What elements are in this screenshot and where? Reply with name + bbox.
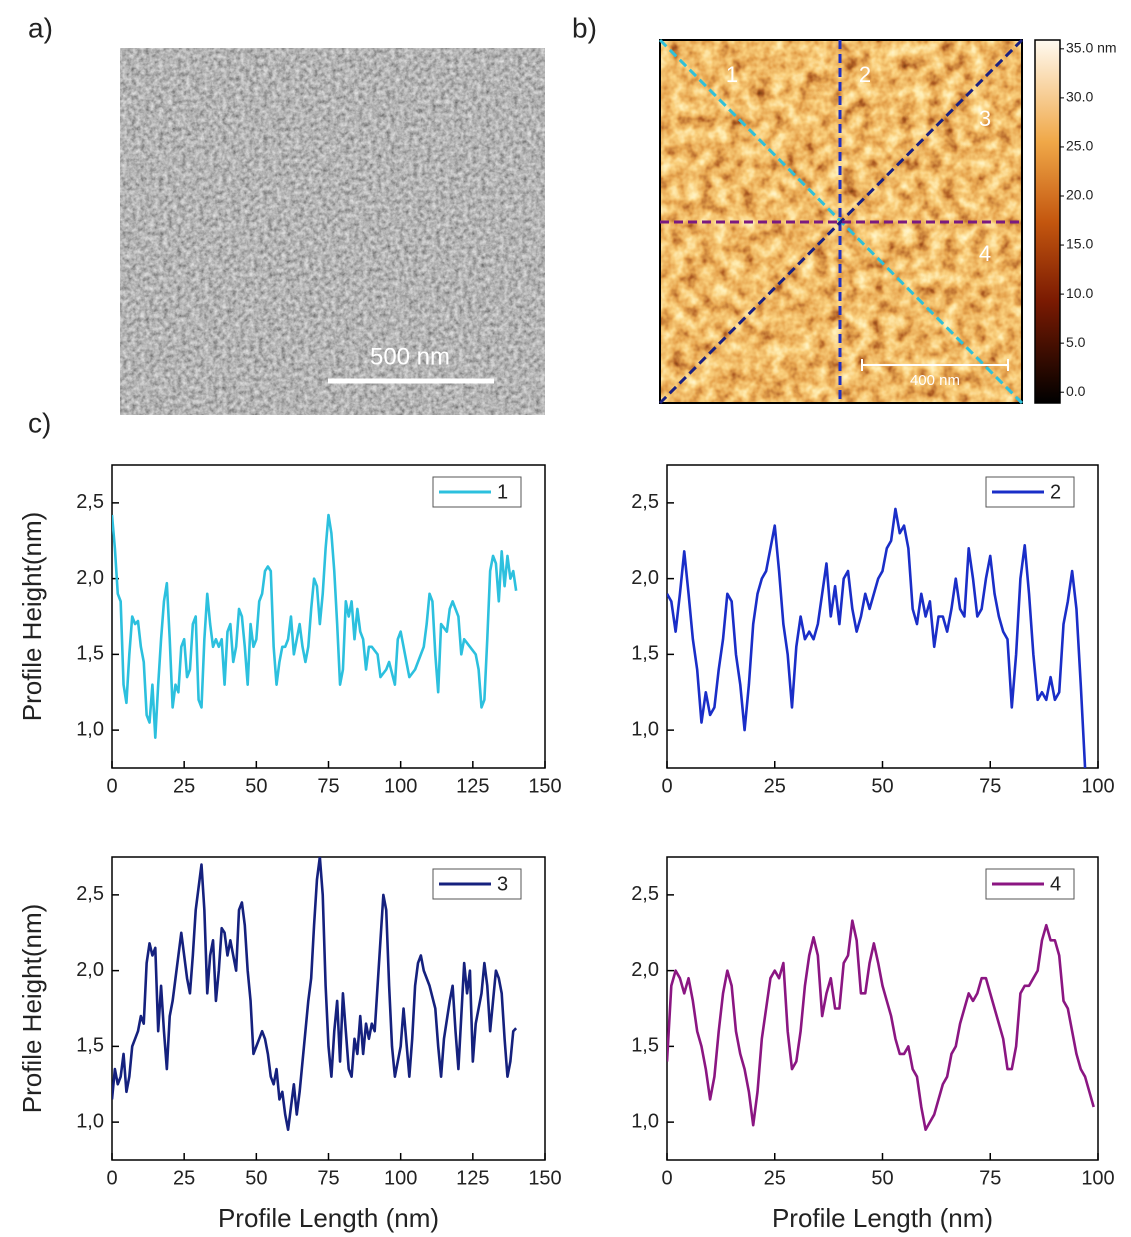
x-tick-label: 75: [979, 1167, 1001, 1189]
x-tick-label: 150: [528, 775, 561, 797]
y-tick-label: 1,0: [76, 1110, 104, 1132]
y-tick-label: 2,5: [76, 883, 104, 905]
y-tick-label: 1,0: [631, 1110, 659, 1132]
y-tick-label: 1,5: [76, 643, 104, 665]
y-tick-label: 1,0: [76, 718, 104, 740]
scale-bar-label: 500 nm: [370, 343, 450, 370]
x-tick-label: 100: [384, 1167, 417, 1189]
x-tick-label: 0: [661, 1167, 672, 1189]
legend-label: 2: [1050, 481, 1061, 503]
colorbar-tick-label: 15.0: [1066, 236, 1093, 252]
sem-image: [120, 48, 545, 415]
y-tick-label: 1,5: [631, 643, 659, 665]
colorbar-tick-label: 30.0: [1066, 89, 1093, 105]
profile-line: [112, 857, 518, 1131]
colorbar-tick-label: 0.0: [1066, 383, 1086, 399]
legend-label: 1: [497, 481, 508, 503]
y-tick-label: 1,5: [76, 1035, 104, 1057]
panel-label: a): [28, 12, 53, 43]
x-tick-label: 25: [173, 775, 195, 797]
x-tick-label: 0: [106, 1167, 117, 1189]
x-tick-label: 75: [317, 1167, 339, 1189]
x-tick-label: 100: [384, 775, 417, 797]
legend-label: 3: [497, 873, 508, 895]
x-tick-label: 150: [528, 1167, 561, 1189]
x-tick-label: 50: [245, 1167, 267, 1189]
y-tick-label: 2,0: [76, 567, 104, 589]
x-tick-label: 50: [245, 775, 267, 797]
legend-label: 4: [1050, 873, 1061, 895]
y-axis-label: Profile Height(nm): [17, 512, 47, 722]
x-axis-label: Profile Length (nm): [772, 1203, 993, 1233]
x-tick-label: 25: [173, 1167, 195, 1189]
x-tick-label: 50: [871, 1167, 893, 1189]
x-tick-label: 125: [456, 775, 489, 797]
profile-line: [112, 513, 518, 739]
x-tick-label: 50: [871, 775, 893, 797]
y-tick-label: 2,5: [631, 491, 659, 513]
x-tick-label: 0: [106, 775, 117, 797]
x-tick-label: 25: [764, 1167, 786, 1189]
x-tick-label: 25: [764, 775, 786, 797]
y-tick-label: 2,0: [631, 959, 659, 981]
x-axis-label: Profile Length (nm): [218, 1203, 439, 1233]
colorbar: [1034, 39, 1061, 404]
y-axis-label: Profile Height(nm): [17, 904, 47, 1114]
y-tick-label: 2,0: [631, 567, 659, 589]
profile-lines: [658, 38, 1024, 405]
y-tick-label: 1,5: [631, 1035, 659, 1057]
x-tick-label: 100: [1081, 1167, 1114, 1189]
panel-label: c): [28, 407, 51, 438]
profile-line: [667, 507, 1087, 768]
profile-label: 1: [726, 62, 738, 87]
colorbar-tick-label: 35.0 nm: [1066, 40, 1117, 56]
panel-label: b): [572, 12, 597, 43]
scale-bar-label: 400 nm: [910, 372, 960, 389]
profile-label: 2: [859, 62, 871, 87]
colorbar-tick-label: 5.0: [1066, 334, 1086, 350]
plot-frame: [111, 464, 546, 769]
y-tick-label: 2,0: [76, 959, 104, 981]
afm-scale-bar: [861, 359, 1009, 371]
profile-label: 3: [979, 106, 991, 131]
y-tick-label: 1,0: [631, 718, 659, 740]
colorbar-tick-label: 10.0: [1066, 285, 1093, 301]
x-tick-label: 0: [661, 775, 672, 797]
x-tick-label: 125: [456, 1167, 489, 1189]
plot-frame: [111, 856, 546, 1161]
x-tick-label: 75: [979, 775, 1001, 797]
y-tick-label: 2,5: [76, 491, 104, 513]
colorbar-tick-label: 20.0: [1066, 187, 1093, 203]
x-tick-label: 75: [317, 775, 339, 797]
colorbar-tick-label: 25.0: [1066, 138, 1093, 154]
y-tick-label: 2,5: [631, 883, 659, 905]
x-tick-label: 100: [1081, 775, 1114, 797]
profile-label: 4: [979, 241, 991, 266]
plot-frame: [666, 856, 1099, 1161]
profile-line: [667, 919, 1095, 1131]
